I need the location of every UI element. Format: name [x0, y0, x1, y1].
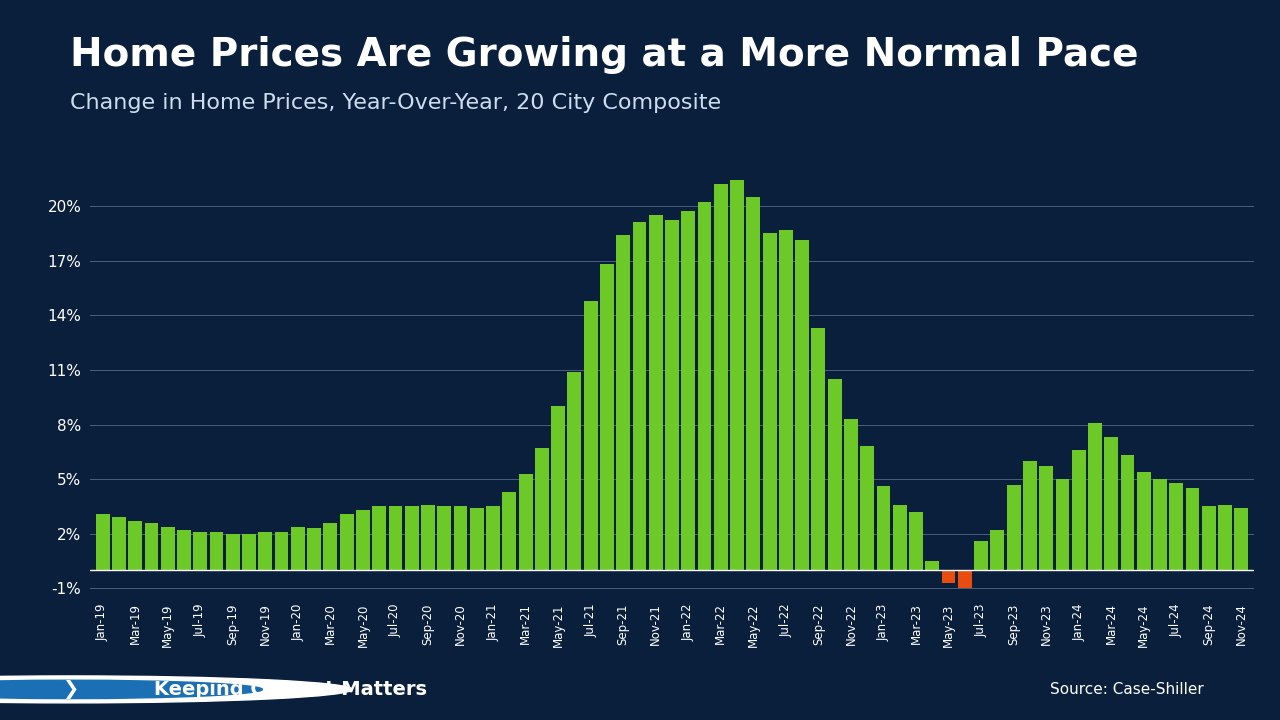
Bar — [1137, 472, 1151, 570]
Bar — [503, 492, 516, 570]
Bar — [567, 372, 581, 570]
Bar — [552, 406, 564, 570]
Bar — [909, 512, 923, 570]
Circle shape — [0, 676, 352, 703]
Bar — [925, 561, 940, 570]
Bar — [681, 212, 695, 570]
Bar — [210, 532, 224, 570]
Bar — [177, 530, 191, 570]
Bar — [404, 506, 419, 570]
Bar — [1088, 423, 1102, 570]
Bar — [860, 446, 874, 570]
Bar — [356, 510, 370, 570]
Bar — [1105, 437, 1119, 570]
Bar — [1056, 480, 1069, 570]
Bar — [193, 532, 207, 570]
Bar — [453, 506, 467, 570]
Bar — [666, 220, 678, 570]
Bar — [957, 570, 972, 588]
Bar — [145, 523, 159, 570]
Bar — [649, 215, 663, 570]
Bar — [600, 264, 614, 570]
Bar — [893, 505, 906, 570]
Bar — [111, 518, 125, 570]
Bar — [389, 506, 402, 570]
Bar — [470, 508, 484, 570]
Bar — [877, 487, 891, 570]
Bar — [1006, 485, 1020, 570]
Bar — [486, 506, 500, 570]
Bar — [763, 233, 777, 570]
Bar — [812, 328, 826, 570]
Bar — [518, 474, 532, 570]
Bar — [96, 514, 110, 570]
Bar — [535, 448, 549, 570]
Bar — [128, 521, 142, 570]
Bar — [974, 541, 988, 570]
Bar — [307, 528, 321, 570]
Bar — [1039, 467, 1053, 570]
Bar — [1170, 483, 1183, 570]
Bar — [161, 526, 174, 570]
Bar — [372, 506, 387, 570]
Bar — [942, 570, 955, 583]
Text: Keeping Current Matters: Keeping Current Matters — [154, 680, 426, 699]
Bar — [795, 240, 809, 570]
Bar — [291, 526, 305, 570]
Bar — [632, 222, 646, 570]
Bar — [991, 530, 1005, 570]
Bar — [780, 230, 792, 570]
Bar — [698, 202, 712, 570]
Bar — [1185, 488, 1199, 570]
Text: Source: Case-Shiller: Source: Case-Shiller — [1050, 682, 1203, 697]
Bar — [1120, 456, 1134, 570]
Bar — [1234, 508, 1248, 570]
Text: Home Prices Are Growing at a More Normal Pace: Home Prices Are Growing at a More Normal… — [70, 36, 1139, 74]
Text: Change in Home Prices, Year-Over-Year, 20 City Composite: Change in Home Prices, Year-Over-Year, 2… — [70, 94, 722, 113]
Bar — [828, 379, 841, 570]
Bar — [438, 506, 451, 570]
Bar — [746, 197, 760, 570]
Bar — [1023, 461, 1037, 570]
Bar — [1071, 450, 1085, 570]
Bar — [225, 534, 239, 570]
Bar — [844, 419, 858, 570]
Bar — [242, 534, 256, 570]
Bar — [730, 180, 744, 570]
Text: ❯: ❯ — [63, 680, 78, 699]
Bar — [259, 532, 273, 570]
Bar — [1219, 505, 1233, 570]
Bar — [584, 301, 598, 570]
Bar — [421, 505, 435, 570]
Bar — [275, 532, 288, 570]
Bar — [324, 523, 338, 570]
Circle shape — [0, 680, 262, 698]
Bar — [339, 514, 353, 570]
Bar — [1153, 480, 1167, 570]
Bar — [616, 235, 630, 570]
Bar — [714, 184, 728, 570]
Bar — [1202, 506, 1216, 570]
